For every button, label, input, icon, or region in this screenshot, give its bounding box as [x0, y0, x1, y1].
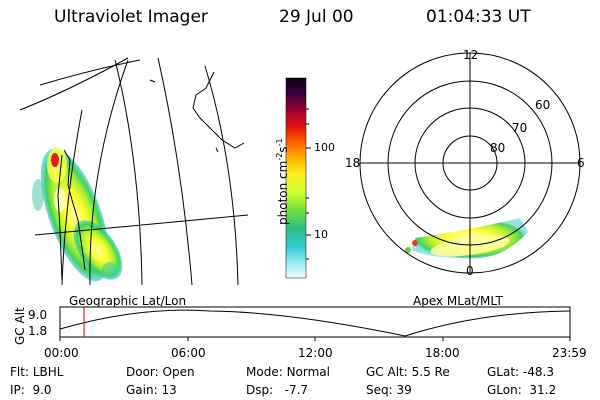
status-dsp: Dsp: -7.7 — [246, 383, 309, 397]
status-filter: Flt: LBHL — [10, 365, 64, 379]
date-label: 29 Jul 00 — [279, 7, 354, 27]
lat-label-60: 60 — [535, 98, 551, 112]
colorbar-tick-100: 100 — [314, 141, 335, 154]
mlt-label-0: 0 — [466, 264, 474, 278]
lat-lon-grid — [19, 57, 249, 286]
geographic-caption: Geographic Lat/Lon — [69, 294, 187, 308]
mlt-label-6: 6 — [577, 156, 585, 170]
timeline-xtick-0000: 00:00 — [44, 346, 79, 360]
colorbar-tick-10: 10 — [314, 228, 328, 241]
status-gain: Gain: 13 — [126, 383, 177, 397]
timeline-ytick-low: 1.8 — [28, 324, 48, 338]
aurora-emission-polar — [405, 218, 528, 259]
status-seq: Seq: 39 — [366, 383, 412, 397]
timeline-axis-label: GC Alt — [13, 307, 27, 345]
geographic-image-panel — [19, 57, 249, 286]
coastline — [149, 71, 245, 153]
timeline-ytick-high: 9.0 — [28, 308, 48, 322]
status-glon: GLon: 31.2 — [487, 383, 557, 397]
timeline-xtick-1800: 18:00 — [425, 346, 460, 360]
altitude-timeline — [59, 306, 571, 341]
colorbar — [285, 77, 311, 279]
mlt-label-18: 18 — [345, 156, 361, 170]
status-mode: Mode: Normal — [246, 365, 330, 379]
aurora-emission-geographic — [32, 147, 123, 282]
mlt-label-12: 12 — [463, 48, 479, 62]
status-door: Door: Open — [126, 365, 195, 379]
status-ip: IP: 9.0 — [10, 383, 52, 397]
timeline-xtick-0600: 06:00 — [171, 346, 206, 360]
time-label: 01:04:33 UT — [426, 7, 531, 27]
status-glat: GLat: -48.3 — [487, 365, 554, 379]
colorbar-unit-label: photon cm-2s-1 — [275, 138, 290, 225]
timeline-xtick-1200: 12:00 — [298, 346, 333, 360]
polar-caption: Apex MLat/MLT — [413, 294, 503, 308]
timeline-xtick-2359: 23:59 — [552, 346, 587, 360]
status-gc-alt: GC Alt: 5.5 Re — [366, 365, 450, 379]
instrument-title: Ultraviolet Imager — [54, 7, 208, 27]
lat-label-70: 70 — [512, 121, 528, 135]
altitude-curve — [59, 309, 571, 337]
polar-plot — [359, 52, 581, 274]
lat-label-80: 80 — [490, 141, 506, 155]
